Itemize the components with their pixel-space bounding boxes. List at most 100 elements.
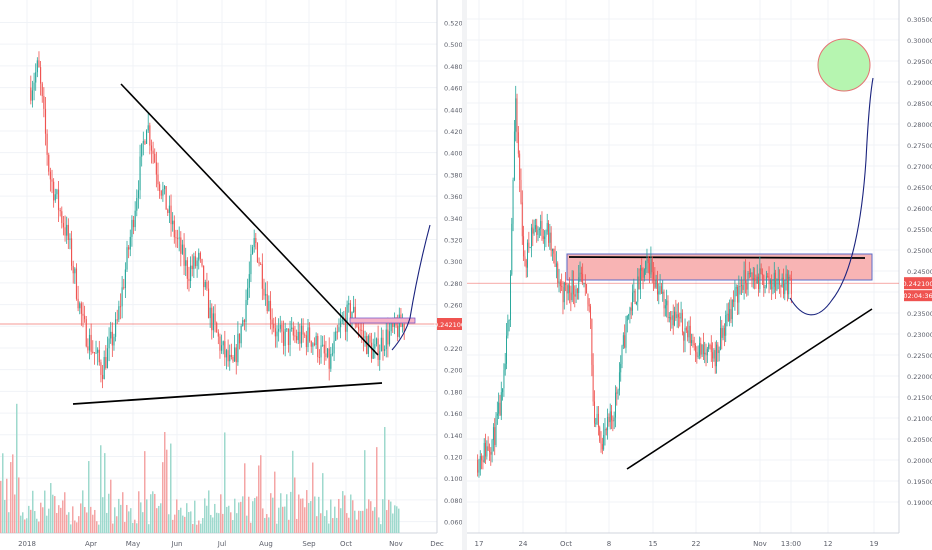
volume-bar	[388, 499, 390, 533]
volume-bar	[326, 510, 328, 533]
left-candle	[176, 238, 179, 240]
right-candle	[561, 286, 563, 288]
right-candle	[700, 343, 702, 355]
left-candle	[59, 209, 61, 212]
volume-bar	[336, 517, 338, 533]
volume-bar	[148, 524, 150, 533]
left-candle	[273, 323, 275, 329]
right-candle	[617, 390, 619, 394]
volume-bar	[264, 517, 266, 533]
left-candle	[190, 265, 192, 282]
right-candle	[584, 282, 586, 285]
volume-bar	[2, 453, 4, 533]
left-candle	[225, 350, 228, 358]
left-candle	[371, 342, 373, 359]
right-candle	[705, 352, 707, 356]
left-candle	[71, 238, 73, 266]
left-candle	[304, 334, 306, 336]
left-candle	[40, 67, 42, 84]
volume-bar	[302, 498, 304, 533]
left-candle	[43, 96, 45, 109]
volume-bar	[382, 499, 384, 533]
x-tick-label: Aug	[259, 540, 273, 548]
x-tick-label: Dec	[430, 540, 444, 548]
left-candle	[57, 189, 60, 210]
left-chart[interactable]: 0.520000 0.500000 0.480000 0.460000 0.440000…	[0, 0, 462, 550]
right-candle	[788, 276, 790, 295]
left-candle	[85, 319, 87, 347]
left-candle	[362, 330, 364, 339]
volume-bar	[40, 502, 42, 533]
right-candle	[494, 427, 496, 445]
left-candle	[261, 264, 263, 289]
left-candle	[206, 282, 208, 289]
support-trendline	[72, 382, 383, 405]
volume-bar	[86, 512, 88, 533]
volume-bar	[306, 490, 308, 533]
right-candle	[748, 273, 750, 275]
volume-bar	[136, 523, 138, 533]
left-candle	[382, 337, 384, 351]
volume-bar	[108, 493, 110, 533]
right-candle	[671, 315, 673, 320]
resistance-zone	[349, 317, 416, 324]
left-candle	[266, 294, 268, 312]
right-candle	[708, 344, 710, 349]
volume-bar	[8, 512, 10, 533]
volume-bar	[178, 509, 180, 533]
volume-bar	[0, 480, 2, 533]
right-candle	[541, 221, 543, 237]
left-candle	[336, 331, 338, 333]
left-candle	[255, 238, 257, 244]
left-candle	[203, 265, 205, 288]
left-candle	[100, 362, 102, 375]
left-chart-panel[interactable]: 0.520000 0.500000 0.480000 0.460000 0.440000…	[0, 0, 462, 550]
x-tick-label: 2018	[18, 540, 36, 548]
volume-bar	[20, 515, 22, 533]
left-candle	[191, 265, 193, 270]
y-tick-label: 0.100000	[444, 475, 462, 483]
volume-bar	[352, 500, 354, 533]
volume-bar	[60, 507, 62, 533]
left-candle	[338, 327, 340, 332]
left-candle	[372, 348, 374, 359]
left-candle	[134, 210, 136, 228]
right-candle	[578, 277, 580, 293]
left-candle	[64, 227, 66, 236]
left-candle	[289, 329, 291, 346]
right-candle	[491, 440, 493, 455]
left-candle	[256, 243, 259, 262]
left-candle	[305, 335, 307, 348]
volume-bar	[142, 512, 144, 533]
left-candle	[116, 319, 118, 321]
left-candle	[46, 133, 48, 155]
volume-bar	[68, 512, 70, 533]
left-candle	[292, 327, 294, 336]
right-candle	[524, 256, 526, 261]
volume-bar	[186, 503, 188, 533]
right-candle	[692, 340, 694, 344]
x-tick-label: Nov	[389, 540, 403, 548]
left-candle	[66, 224, 68, 236]
left-candle	[232, 356, 234, 362]
left-candle	[155, 162, 157, 175]
right-candle	[567, 285, 569, 294]
volume-bar	[272, 497, 274, 533]
volume-bar	[240, 501, 242, 533]
volume-bar	[96, 521, 98, 533]
right-candle	[483, 442, 485, 463]
volume-bar	[362, 510, 364, 533]
right-candle	[687, 330, 689, 338]
right-candle	[608, 416, 610, 423]
left-candle	[278, 328, 280, 332]
right-candle	[769, 280, 771, 285]
right-candle	[527, 242, 528, 268]
volume-bar	[212, 517, 214, 533]
